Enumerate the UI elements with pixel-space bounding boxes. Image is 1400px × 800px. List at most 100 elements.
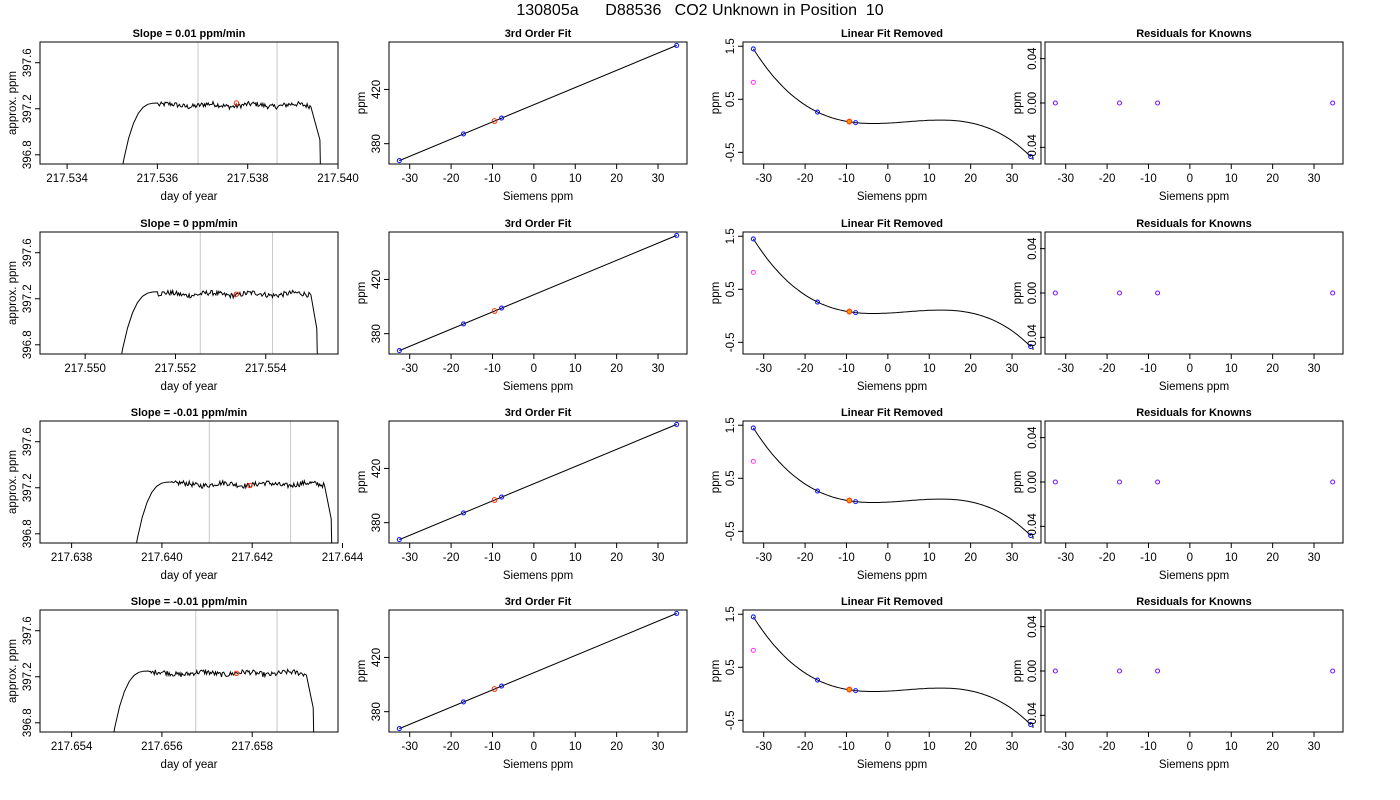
x-tick-label: 20 (964, 363, 977, 375)
x-axis-label: Siemens ppm (857, 191, 927, 203)
panel: Linear Fit Removed -30 -20 -10 0 10 20 30 -0.5 0.… (710, 218, 1042, 393)
known-point (460, 510, 467, 516)
y-tick-label: 0.00 (1027, 92, 1039, 114)
y-axis-label: approx. ppm (7, 639, 19, 703)
x-tick-label: -20 (443, 552, 460, 564)
x-tick-label: -20 (443, 363, 460, 375)
x-tick-label: 217.554 (245, 363, 287, 375)
fit-line (399, 234, 677, 352)
x-tick-label: 0 (885, 173, 891, 185)
y-tick-label: 0.00 (1027, 471, 1039, 493)
plot-frame (742, 609, 1042, 733)
panel: 3rd Order Fit -30 -20 -10 0 10 20 30 380 420 Sieme… (356, 596, 688, 771)
residual-point (1330, 290, 1336, 296)
x-tick-label: -30 (1057, 363, 1074, 375)
x-tick-label: 0 (531, 741, 537, 753)
panel-title: Residuals for Knowns (1136, 407, 1252, 419)
x-tick-label: 30 (1308, 173, 1321, 185)
fit-line (399, 44, 677, 162)
plot-area (750, 614, 1034, 728)
figure-title: 130805a D88536 CO2 Unknown in Position 1… (516, 2, 884, 19)
y-tick-label: 397.2 (22, 662, 34, 691)
y-axis-label: approx. ppm (7, 71, 19, 135)
y-tick-label: 0.04 (1027, 47, 1039, 70)
y-tick-label: 0.5 (725, 470, 737, 486)
known-point (396, 726, 402, 732)
x-tick-label: -30 (1057, 741, 1074, 753)
x-tick-label: 20 (1266, 741, 1279, 753)
plot-area (396, 42, 680, 164)
x-axis-label: Siemens ppm (857, 381, 927, 393)
x-axis-label: Siemens ppm (503, 570, 573, 582)
x-axis-label: Siemens ppm (1159, 759, 1229, 771)
plot-area (1052, 100, 1336, 106)
plot-area (1052, 479, 1336, 485)
x-tick-label: 217.654 (51, 741, 93, 753)
x-tick-label: 0 (531, 173, 537, 185)
x-tick-label: 10 (569, 741, 582, 753)
y-tick-label: 420 (371, 459, 383, 478)
panel: Linear Fit Removed -30 -20 -10 0 10 20 30 -0.5 0.… (710, 407, 1042, 582)
unknown-point (846, 497, 853, 504)
x-axis-label: Siemens ppm (1159, 570, 1229, 582)
plot-area (396, 232, 680, 354)
x-tick-label: -30 (401, 173, 418, 185)
y-axis-label: ppm (356, 282, 368, 304)
known-point (499, 683, 505, 689)
known-point (814, 677, 821, 683)
panel-title: Residuals for Knowns (1136, 218, 1252, 230)
panel-title: Linear Fit Removed (841, 218, 943, 230)
y-tick-label: 0.00 (1027, 282, 1039, 304)
y-tick-label: 420 (371, 648, 383, 667)
y-tick-label: 397.6 (22, 427, 34, 456)
x-tick-label: 30 (1308, 363, 1321, 375)
y-axis-label: approx. ppm (7, 261, 19, 325)
plot-frame (388, 231, 688, 355)
fit-line (399, 423, 677, 541)
x-tick-label: 217.656 (141, 741, 183, 753)
fit-line (399, 612, 677, 730)
plot-area (750, 46, 1034, 160)
x-tick-label: -30 (755, 741, 772, 753)
x-tick-label: 217.640 (141, 552, 183, 564)
y-tick-label: 397.2 (22, 284, 34, 313)
plot-area (1052, 290, 1336, 296)
panel-title: Slope = 0 ppm/min (140, 218, 238, 230)
y-tick-label: -0.04 (1027, 513, 1039, 540)
plot-frame (1044, 231, 1344, 355)
panel-title: Slope = 0.01 ppm/min (133, 28, 246, 40)
excluded-point (750, 269, 756, 275)
panel-title: Slope = -0.01 ppm/min (131, 407, 248, 419)
plot-frame (39, 231, 339, 355)
known-point (750, 425, 756, 431)
x-tick-label: -10 (838, 363, 855, 375)
x-tick-label: -20 (1099, 552, 1116, 564)
excluded-point (750, 79, 756, 85)
plot-area (122, 42, 321, 164)
known-point (499, 494, 505, 500)
panel-title: Residuals for Knowns (1136, 28, 1252, 40)
sample-marker (233, 670, 240, 677)
x-tick-label: 0 (1187, 363, 1193, 375)
panel: Residuals for Knowns -30 -20 -10 0 10 20 30 -0.0… (1012, 28, 1344, 203)
panel-title: Slope = -0.01 ppm/min (131, 596, 248, 608)
unknown-point (491, 686, 498, 692)
x-tick-label: 30 (652, 741, 665, 753)
x-tick-label: 0 (1187, 552, 1193, 564)
known-point (396, 348, 402, 354)
plot-area (113, 610, 315, 732)
y-tick-label: 397.6 (22, 48, 34, 77)
sample-marker (233, 100, 240, 106)
x-tick-label: 10 (1225, 363, 1238, 375)
x-tick-label: 0 (531, 363, 537, 375)
x-tick-label: 217.644 (322, 552, 364, 564)
panel: Linear Fit Removed -30 -20 -10 0 10 20 30 -0.5 0.… (710, 596, 1042, 771)
x-tick-label: 10 (569, 363, 582, 375)
residual-point (1116, 479, 1123, 485)
x-tick-label: 20 (610, 741, 623, 753)
panel: Slope = -0.01 ppm/min 217.638 217.640 217.6… (7, 407, 364, 582)
known-point (460, 321, 467, 327)
x-tick-label: -10 (1140, 363, 1157, 375)
y-axis-label: ppm (356, 92, 368, 114)
